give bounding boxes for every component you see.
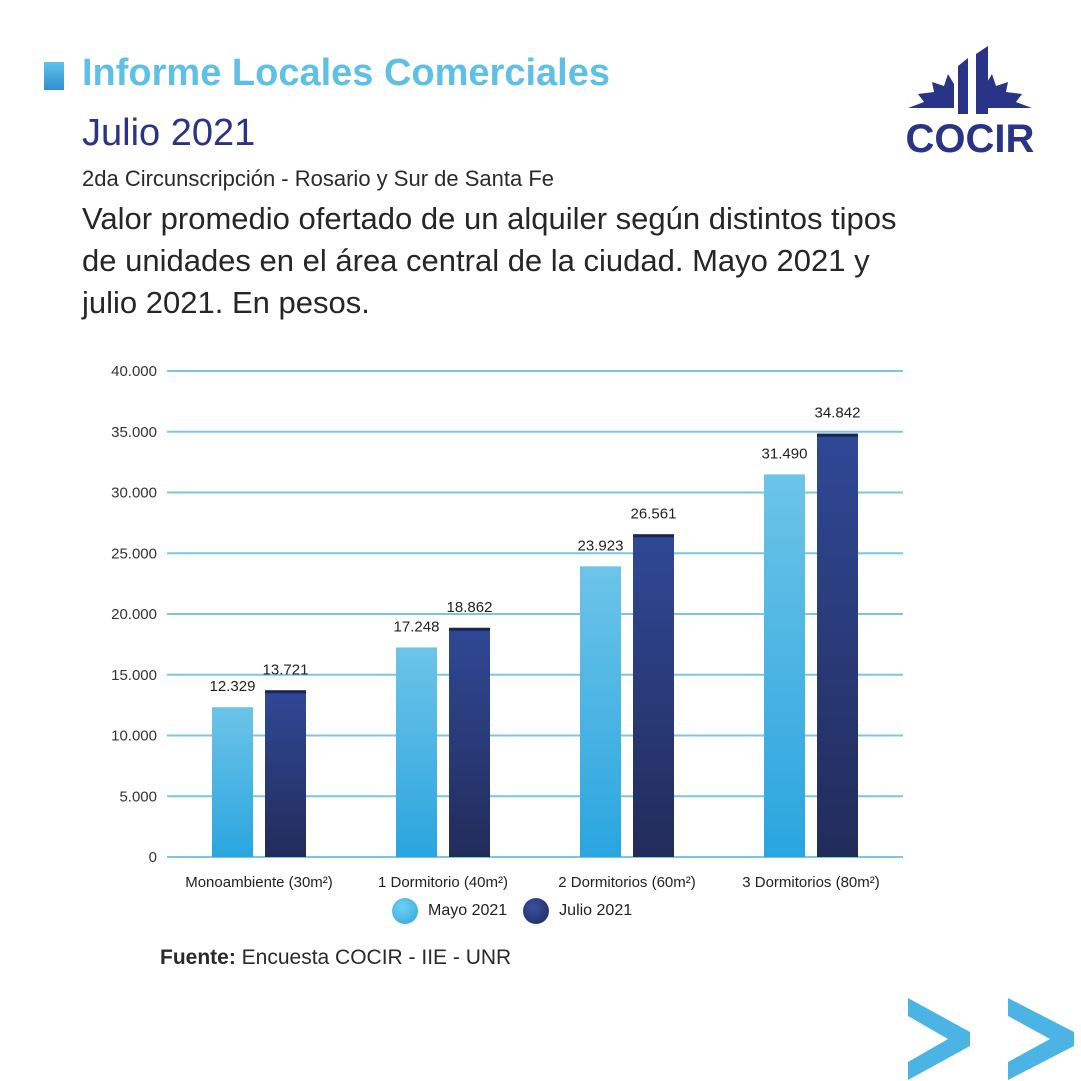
y-tick-label: 10.000 [111,728,157,745]
bar-julio [449,627,490,857]
chart-title: Valor promedio ofertado de un alquiler s… [82,201,897,320]
bar-cap [449,627,490,631]
legend-label-julio: Julio 2021 [559,902,633,919]
bar-julio [265,690,306,857]
y-tick-label: 15.000 [111,667,157,684]
logo-text: COCIR [906,117,1035,160]
cocir-logo-icon: COCIR [906,46,1035,161]
x-tick-label: 3 Dormitorios (80m²) [742,874,880,891]
y-tick-label: 5.000 [119,788,157,805]
label-layer: 0 5.000 10.000 15.000 20.000 25.000 30.000 35.0… [111,363,880,891]
y-tick-label: 25.000 [111,545,157,562]
double-chevron-right-icon[interactable] [902,996,1080,1081]
y-tick-label: 40.000 [111,363,157,380]
x-tick-label: 2 Dormitorios (60m²) [558,874,696,891]
data-label: 13.721 [263,661,309,678]
bar-chart: 0 5.000 10.000 15.000 20.000 25.000 30.000 35.0… [111,363,903,891]
bar-cap [817,433,858,437]
y-tick-label: 35.000 [111,424,157,441]
chart-legend: Mayo 2021 Julio 2021 [392,898,648,924]
y-tick-label: 30.000 [111,485,157,502]
source-note: Fuente: Encuesta COCIR - IIE - UNR [160,946,511,970]
bar-mayo [212,707,253,857]
data-label: 12.329 [210,678,256,695]
data-label: 34.842 [815,405,861,422]
data-label: 17.248 [394,618,440,635]
source-text: Encuesta COCIR - IIE - UNR [235,946,512,969]
bar-mayo [580,566,621,857]
title-marker [44,62,64,90]
legend-swatch-mayo [392,898,418,924]
bar-mayo [764,474,805,857]
bar-cap [633,534,674,538]
bar-mayo [396,647,437,857]
legend-label-mayo: Mayo 2021 [428,902,508,919]
page-subtitle: Julio 2021 [82,112,256,154]
x-tick-label: 1 Dormitorio (40m²) [378,874,508,891]
legend-swatch-julio [523,898,550,924]
y-tick-label: 0 [149,849,157,866]
legend-item-mayo: Mayo 2021 [392,898,507,924]
y-tick-label: 20.000 [111,606,157,623]
data-label: 31.490 [762,445,808,462]
bar-julio [633,534,674,857]
data-label: 23.923 [578,537,624,554]
bar-layer [212,433,858,857]
district-label: 2da Circunscripción - Rosario y Sur de S… [82,166,554,191]
page-title: Informe Locales Comerciales [82,52,610,94]
source-label: Fuente: [160,946,236,969]
cocir-logo: COCIR [904,44,1036,161]
x-tick-label: Monoambiente (30m²) [185,874,333,891]
data-label: 26.561 [631,505,677,522]
bar-julio [817,433,858,857]
data-label: 18.862 [447,599,493,616]
bar-cap [265,690,306,694]
legend-item-julio: Julio 2021 [523,898,632,924]
